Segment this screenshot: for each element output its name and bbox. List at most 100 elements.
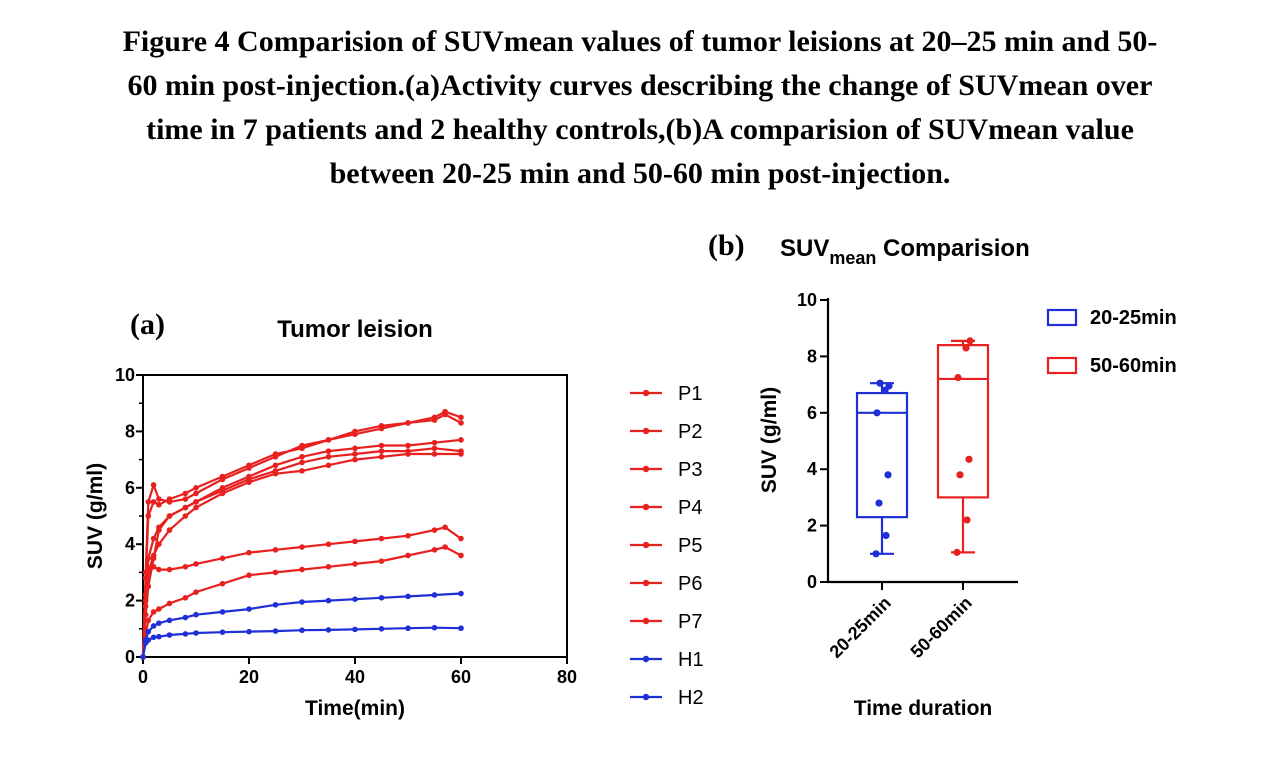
panel-b-data-point [966,337,974,345]
panel-b-data-point [885,382,893,390]
panel-a-data-point [431,439,438,446]
panel-a-legend-swatch-dot [642,427,650,435]
panel-a-legend-swatch-dot [642,693,650,701]
panel-a-data-point [156,620,162,626]
panel-a-x-tick-label: 80 [557,667,577,687]
panel-a-data-point [272,451,279,457]
panel-a-x-tick-label: 60 [451,667,471,687]
panel-a-data-point [299,453,305,460]
panel-b-legend-label: 20-25min [1090,307,1177,329]
panel-a-data-point [458,625,464,632]
panel-a-data-point [378,558,385,564]
panel-b-data-point [873,409,881,417]
panel-a-legend-swatch-dot [642,389,650,397]
panel-a-data-point [325,448,332,454]
panel-a-data-point [182,614,189,621]
panel-a-data-point [150,609,157,615]
panel-b-legend: 20-25min 50-60min [1046,307,1177,377]
panel-a-data-point [166,617,173,624]
panel-a-data-point [193,504,199,511]
panel-a-data-point [166,496,173,502]
panel-a-data-point [352,538,358,545]
panel-a-data-point [150,623,157,629]
panel-b-title: SUVmean Comparision [780,235,1030,268]
panel-a-data-point [156,606,162,612]
panel-b-y-tick-label: 6 [807,403,817,423]
panel-a-data-point [182,513,189,519]
panel-a-data-point [458,437,464,443]
panel-a-data-point [325,563,332,570]
panel-b-data-point [876,379,884,387]
panel-a-legend-label: P2 [678,421,702,443]
panel-a-data-point [378,422,385,429]
panel-a-legend-item: P6 [630,573,702,595]
panel-a-data-point [156,566,162,573]
panel-b-title-main: SUV [780,235,829,262]
panel-a-data-point [166,566,173,573]
panel-a-data-point [458,414,464,421]
panel-b-data-point [875,499,883,507]
panel-b-legend-swatch [1046,308,1078,327]
panel-a-legend-label: P3 [678,459,702,481]
panel-a-data-point [145,628,152,635]
panel-a-data-point [193,611,199,618]
panel-a-data-point [458,448,464,454]
panel-b-data-point [953,548,961,556]
panel-a-data-point [442,544,448,550]
panel-a-data-point [150,499,157,505]
panel-a-data-point [325,627,332,633]
panel-a-data-point [299,459,305,466]
panel-a-data-point [145,499,152,505]
panel-b-x-tick-label: 50-60min [906,593,975,662]
panel-a-series-line [141,452,461,658]
panel-a-data-point [140,654,146,660]
panel-a-data-point [156,496,162,502]
panel-a-legend-item: P2 [630,421,702,443]
panel-a-data-point [272,547,279,553]
panel-a-data-point [431,547,438,553]
panel-a-data-point [299,468,305,474]
panel-b-y-tick-label: 10 [797,290,817,310]
panel-a-legend-item: P3 [630,459,702,481]
panel-a-data-point [150,555,157,562]
panel-a-data-point [145,513,152,519]
panel-a-legend-swatch-dot [642,655,650,663]
panel-a-data-point [246,549,252,556]
panel-b-data-point [962,344,970,352]
panel-a-data-point [193,485,199,491]
panel-a-data-point [193,589,199,595]
panel-b-data-point [882,531,890,540]
panel-a-legend-item: P1 [630,383,702,405]
panel-a-data-point [145,583,152,590]
panel-a-data-point [246,476,252,483]
panel-a-y-tick-label: 6 [125,478,135,498]
panel-a-data-point [193,490,199,497]
panel-a-data-point [246,572,252,579]
panel-a-data-point [166,527,173,533]
panel-a-data-point [405,532,411,539]
panel-a-legend-label: P6 [678,573,702,595]
panel-a-data-point [405,420,411,426]
panel-a-x-axis-label: Time(min) [305,697,405,720]
panel-b-iqr-box [855,391,909,519]
panel-a-data-point [378,626,385,632]
caption-line-3: time in 7 patients and 2 healthy control… [146,113,1134,146]
panel-a-legend: P1 P2 P3 P4 P5 P6 P7 H1 H2 [630,383,704,709]
panel-a-data-point [378,535,385,542]
panel-a-data-point [458,590,464,597]
panel-a-data-point [246,462,252,469]
panel-a-data-point [272,462,279,469]
panel-a-y-tick-label: 10 [115,365,135,385]
panel-a-data-point [378,594,385,601]
panel-b-y-axis-label: SUV (g/ml) [758,387,781,493]
panel-b-y-tick-label: 8 [807,346,817,366]
panel-a-data-point [325,597,332,604]
panel-a-data-point [325,453,332,460]
panel-a-data-point [182,496,189,502]
panel-a-data-point [352,561,358,567]
panel-b-iqr-box [936,344,990,499]
panel-a-data-point [431,417,438,423]
panel-a-data-point [150,535,157,542]
panel-a-data-point [299,544,305,550]
panel-a-legend-item: H1 [630,649,704,671]
